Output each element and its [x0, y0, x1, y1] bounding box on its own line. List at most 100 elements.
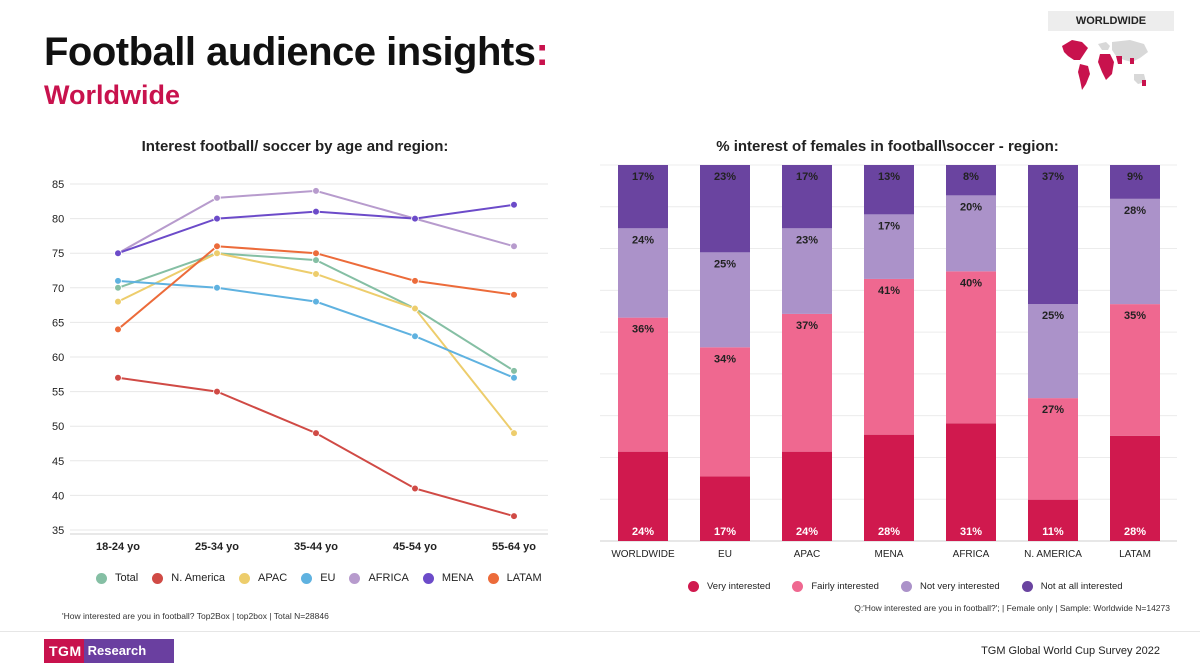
data-point [411, 277, 419, 285]
bar-segment [1110, 165, 1160, 199]
bar-category-label: EU [718, 549, 732, 560]
line-chart: 85 80 75 70 65 60 55 50 45 40 35 18-24 yo 25-34 yo 35… [52, 179, 548, 553]
legend-item: N. America [152, 572, 225, 584]
page-title-colon: : [535, 30, 549, 74]
footer-divider [0, 631, 1200, 632]
y-tick-label: 40 [52, 490, 64, 502]
data-point [114, 325, 122, 334]
bar-segment [700, 252, 750, 348]
bar-segment [1028, 398, 1078, 500]
legend-swatch [301, 572, 313, 584]
bar-segment [618, 317, 668, 452]
legend-label: Not very interested [919, 581, 1000, 592]
bar-category-label: APAC [794, 549, 821, 560]
series-line-africa [117, 189, 515, 255]
legend-item: EU [301, 572, 335, 584]
bar-segment [782, 228, 832, 314]
data-point [114, 277, 122, 285]
data-point [312, 256, 320, 264]
legend-label: Not at all interested [1040, 581, 1123, 592]
world-map-icon [1062, 40, 1148, 90]
page-subtitle: Worldwide [44, 80, 181, 110]
legend-item: Fairly interested [792, 581, 879, 592]
bar-value-label: 13% [878, 171, 900, 183]
data-point [213, 284, 221, 292]
page-title-text: Football audience insights [44, 30, 536, 74]
bar-value-label: 25% [1042, 310, 1064, 322]
legend-label: Fairly interested [811, 581, 879, 592]
data-point [312, 207, 320, 216]
tgm-research-logo: TGM Research [44, 639, 174, 663]
bar-value-label: 24% [632, 526, 654, 538]
bar-segment [700, 165, 750, 253]
legend-swatch [422, 572, 434, 584]
bar-chart-legend: Very interested Fairly interested Not very… [688, 581, 1145, 592]
data-point [510, 290, 518, 299]
y-tick-label: 70 [52, 283, 64, 295]
bar-value-label: 23% [714, 171, 736, 183]
legend-label: Total [115, 572, 139, 584]
x-tick-label: 35-44 yo [294, 541, 338, 553]
data-point [114, 297, 122, 306]
bar-chart-footnote: Q:'How interested are you in football?';… [854, 603, 1170, 613]
bar-segment [1110, 304, 1160, 436]
bar-segment [700, 476, 750, 541]
legend-label: LATAM [506, 572, 542, 584]
bar-value-label: 17% [632, 171, 654, 183]
bar-value-label: 28% [1124, 205, 1146, 217]
bar-segment [946, 195, 996, 272]
legend-swatch [792, 581, 804, 592]
bar-segment [700, 347, 750, 477]
legend-item: Total [96, 572, 138, 584]
bar-segment [1028, 499, 1078, 541]
x-tick-label: 55-64 yo [492, 541, 536, 553]
data-point [213, 387, 221, 396]
bar-value-label: 24% [796, 526, 818, 538]
data-point [411, 332, 419, 341]
bar-value-label: 20% [960, 201, 982, 213]
legend-item: Very interested [688, 581, 770, 592]
bar-value-label: 34% [714, 353, 736, 365]
data-point [312, 270, 320, 278]
data-point [510, 512, 518, 520]
bar-segment [1110, 198, 1160, 305]
data-point [510, 373, 518, 382]
legend-label: EU [320, 572, 336, 584]
bar-segment [864, 165, 914, 215]
legend-swatch [1021, 581, 1033, 592]
data-point [114, 249, 122, 257]
data-point [312, 297, 320, 306]
legend-item: Not very interested [900, 581, 1000, 592]
legend-swatch [239, 572, 251, 584]
data-point [213, 214, 221, 223]
legend-swatch [152, 572, 164, 584]
bar-value-label: 37% [796, 320, 818, 332]
y-tick-label: 85 [52, 179, 64, 191]
bar-segment [864, 214, 914, 279]
y-tick-label: 75 [52, 248, 64, 260]
logo-tgm-text: TGM [49, 643, 82, 659]
bar-value-label: 17% [796, 171, 818, 183]
bar-value-label: 28% [878, 526, 900, 538]
bar-segment [1110, 435, 1160, 541]
bar-segment [618, 451, 668, 541]
legend-swatch [900, 581, 912, 592]
y-tick-label: 50 [52, 421, 64, 433]
legend-item: AFRICA [349, 572, 409, 584]
bar-value-label: 36% [632, 324, 654, 336]
bar-category-label: AFRICA [953, 549, 990, 560]
line-chart-footnote: 'How interested are you in football? Top… [62, 611, 329, 621]
data-point [312, 187, 320, 195]
bar-category-label: MENA [875, 549, 904, 560]
logo-research-text: Research [83, 639, 174, 663]
legend-swatch [688, 581, 699, 592]
y-tick-label: 80 [52, 214, 64, 226]
bar-value-label: 8% [963, 171, 979, 183]
bar-segment [864, 434, 914, 541]
data-point [411, 214, 419, 223]
bar-value-label: 11% [1042, 526, 1064, 538]
data-point [213, 249, 221, 257]
bar-value-label: 41% [878, 285, 900, 297]
data-point [114, 284, 122, 292]
data-point [510, 242, 518, 251]
